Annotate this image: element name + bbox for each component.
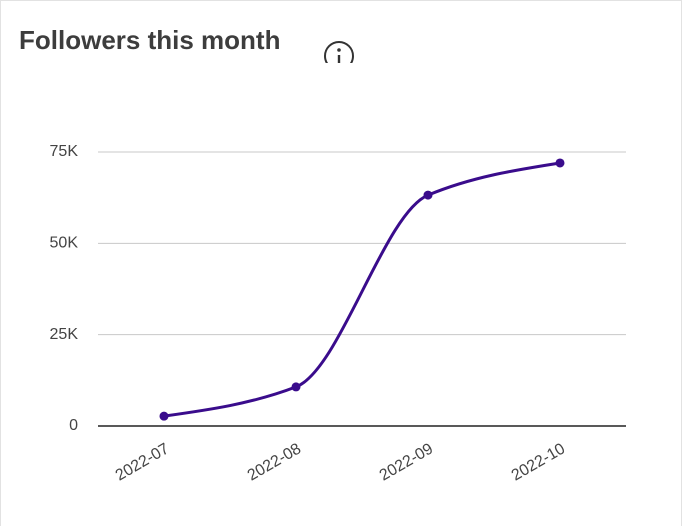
line <box>163 161 561 418</box>
point <box>291 382 301 392</box>
y-tick-label: 75K <box>50 143 79 160</box>
y-tick-label: 25K <box>50 326 79 343</box>
info-icon[interactable] <box>324 41 354 70</box>
y-tick-label: 0 <box>69 417 78 434</box>
y-tick-label: 50K <box>50 235 79 252</box>
point <box>423 190 433 200</box>
chart-title: Followers this month <box>19 25 280 55</box>
point <box>159 411 169 421</box>
point <box>555 158 565 168</box>
